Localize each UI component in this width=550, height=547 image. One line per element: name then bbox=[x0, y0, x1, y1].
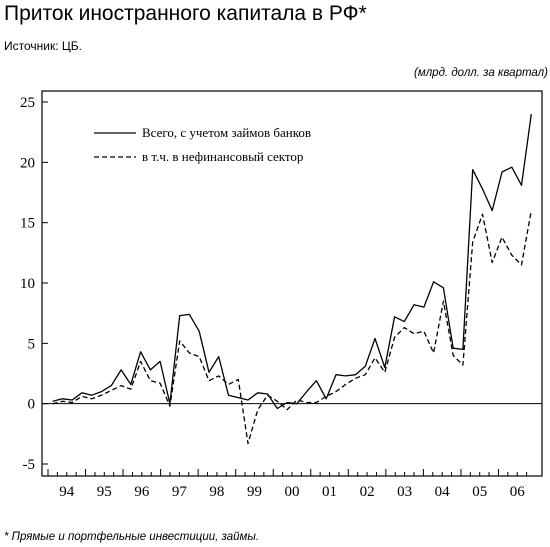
x-tick-label: 96 bbox=[134, 484, 150, 500]
x-tick-label: 94 bbox=[59, 484, 75, 500]
x-tick-label: 06 bbox=[510, 484, 526, 500]
x-tick-label: 02 bbox=[360, 484, 375, 500]
series-line-nonfinancial bbox=[52, 210, 532, 445]
y-axis: -5 0 5 10 15 20 25 bbox=[20, 95, 48, 473]
x-tick-label: 00 bbox=[285, 484, 300, 500]
x-axis: 94 95 96 97 98 99 00 01 02 03 04 05 06 bbox=[47, 469, 528, 500]
y-tick-label: 20 bbox=[20, 155, 35, 171]
legend-label-total: Всего, с учетом займов банков bbox=[142, 125, 311, 140]
y-tick-label: 0 bbox=[28, 397, 36, 413]
source-note: Источник: ЦБ. bbox=[4, 39, 82, 53]
x-tick-label: 05 bbox=[472, 484, 487, 500]
series-line-total bbox=[52, 114, 532, 410]
y-tick-label: 25 bbox=[20, 95, 35, 111]
x-tick-label: 03 bbox=[397, 484, 412, 500]
chart-title: Приток иностранного капитала в РФ* bbox=[4, 2, 367, 25]
y-tick-label: 10 bbox=[20, 276, 35, 292]
y-tick-label: 5 bbox=[28, 336, 36, 352]
x-tick-label: 01 bbox=[322, 484, 337, 500]
footnote: * Прямые и портфельные инвестиции, займы… bbox=[4, 531, 260, 543]
x-tick-label: 04 bbox=[435, 484, 451, 500]
x-tick-label: 99 bbox=[247, 484, 262, 500]
legend-label-nonfinancial: в т.ч. в нефинансовый сектор bbox=[142, 149, 303, 164]
x-tick-label: 95 bbox=[97, 484, 112, 500]
legend: Всего, с учетом займов банков в т.ч. в н… bbox=[94, 125, 311, 164]
x-tick-label: 97 bbox=[172, 484, 188, 500]
units-label: (млрд. долл. за квартал) bbox=[413, 67, 548, 79]
y-tick-label: 15 bbox=[20, 216, 35, 232]
series-layer bbox=[52, 114, 532, 445]
y-tick-label: -5 bbox=[23, 457, 36, 473]
x-tick-label: 98 bbox=[209, 484, 224, 500]
